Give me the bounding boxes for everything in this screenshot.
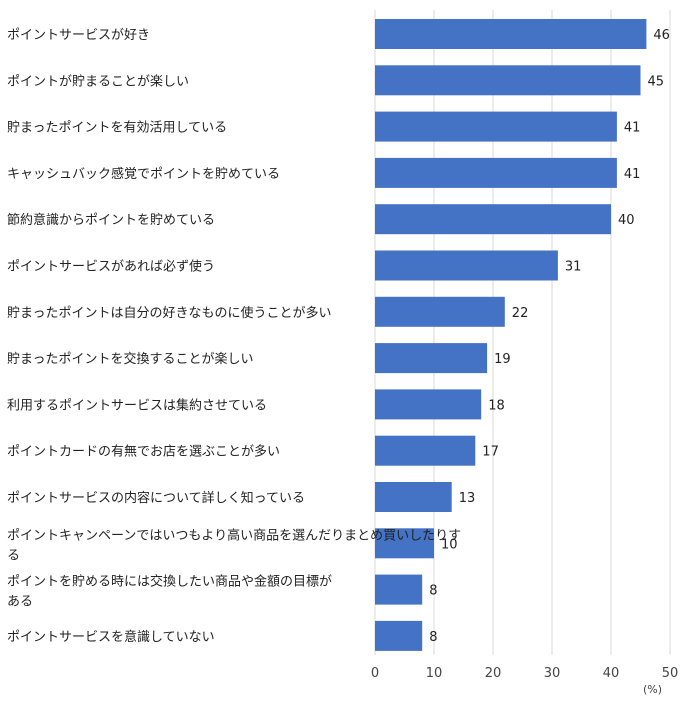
bar (375, 389, 482, 420)
value-label: 18 (488, 398, 505, 413)
value-label: 13 (459, 491, 476, 506)
value-label: 40 (618, 213, 635, 228)
value-label: 10 (441, 537, 458, 552)
value-label: 46 (653, 28, 670, 43)
x-tick-label: 10 (426, 666, 443, 681)
x-tick-label: 50 (662, 666, 679, 681)
bar (375, 250, 558, 281)
category-label: ポイントキャンペーンではいつもより高い商品を選んだりまとめ買いしたりする (7, 527, 461, 563)
bar (375, 482, 452, 512)
category-label: ポイントが貯まることが楽しい (7, 73, 189, 89)
category-label: 貯まったポイントを交換することが楽しい (7, 351, 253, 367)
category-label: ポイントサービスがあれば必ず使う (7, 259, 215, 275)
category-label: ポイントサービスを意識していない (7, 629, 215, 645)
category-labels: ポイントサービスが好きポイントが貯まることが楽しい貯まったポイントを有効活用して… (7, 28, 461, 645)
category-label: ポイントを貯める時には交換したい商品や金額の目標がある (7, 574, 332, 610)
x-tick-label: 20 (485, 666, 502, 681)
value-label: 41 (624, 121, 641, 136)
category-label: 節約意識からポイントを貯めている (7, 212, 215, 228)
category-label: 貯まったポイントを有効活用している (7, 121, 227, 136)
category-label: キャッシュバック感覚でポイントを貯めている (7, 166, 280, 182)
value-label: 17 (482, 445, 499, 460)
bar (375, 528, 434, 559)
unit-label: (%) (643, 683, 662, 696)
value-label: 8 (429, 630, 437, 645)
bar (375, 343, 488, 374)
bar (375, 19, 647, 49)
category-label: ポイントサービスが好き (7, 28, 150, 43)
bar (375, 111, 617, 142)
x-tick-label: 40 (603, 666, 620, 681)
bars (375, 19, 647, 651)
category-label: ポイントサービスの内容について詳しく知っている (7, 490, 305, 506)
bar (375, 65, 641, 96)
bar (375, 620, 423, 651)
value-label: 41 (624, 167, 641, 182)
x-tick-label: 30 (544, 666, 561, 681)
category-label: 貯まったポイントは自分の好きなものに使うことが多い (7, 305, 331, 321)
value-label: 45 (648, 74, 665, 89)
bar (375, 435, 476, 466)
bar (375, 157, 617, 188)
category-label: 利用するポイントサービスは集約させている (7, 397, 267, 413)
value-label: 8 (429, 584, 437, 599)
x-axis-ticks: 0 10 20 30 40 50 (371, 666, 678, 681)
value-label: 22 (512, 306, 529, 321)
value-label: 19 (494, 352, 511, 367)
value-labels: 46 45 41 41 40 31 22 19 18 17 13 10 8 8 (429, 28, 670, 645)
x-tick-label: 0 (371, 666, 379, 681)
bar (375, 296, 505, 327)
bar (375, 204, 611, 235)
bar (375, 574, 423, 605)
category-label: ポイントカードの有無でお店を選ぶことが多い (7, 444, 280, 460)
value-label: 31 (565, 260, 582, 275)
